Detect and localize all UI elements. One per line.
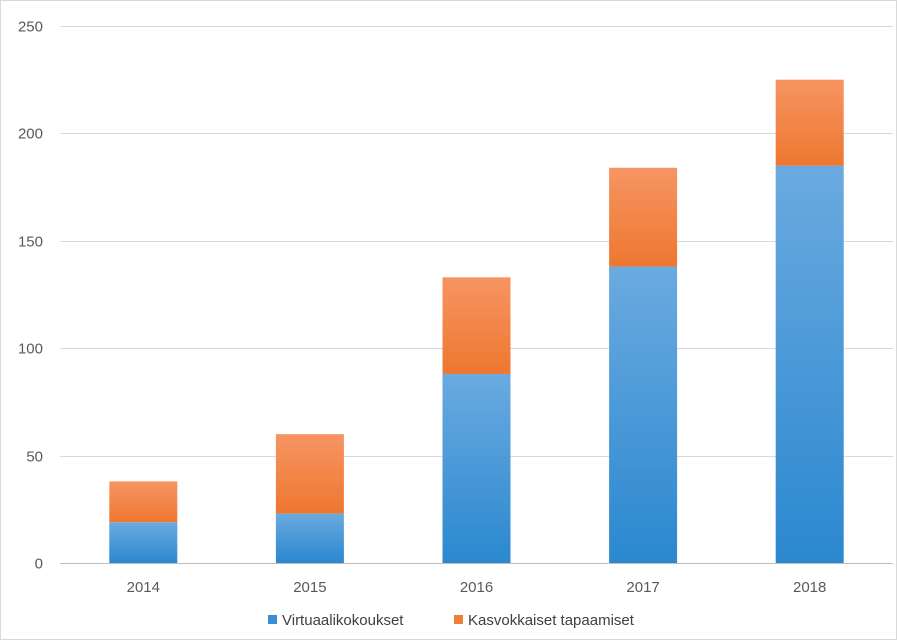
y-tick-label: 50 (26, 449, 43, 466)
x-tick-label: 2015 (293, 579, 326, 596)
bars (109, 79, 844, 563)
y-tick-label: 200 (18, 126, 43, 143)
bar-virtuaalikokoukset-2016 (442, 373, 511, 563)
x-axis: 2014 2015 2016 2017 2018 (127, 579, 827, 596)
legend-item-kasvokkaiset: Kasvokkaiset tapaamiset (454, 612, 635, 629)
bar-kasvokkaiset-2017 (609, 167, 678, 267)
y-tick-label: 0 (35, 556, 43, 573)
y-tick-label: 150 (18, 234, 43, 251)
x-tick-label: 2018 (793, 579, 826, 596)
legend-item-virtuaalikokoukset: Virtuaalikokoukset (268, 612, 404, 629)
x-tick-label: 2016 (460, 579, 493, 596)
bar-kasvokkaiset-2018 (775, 79, 844, 166)
legend: Virtuaalikokoukset Kasvokkaiset tapaamise… (268, 612, 635, 629)
y-tick-label: 100 (18, 341, 43, 358)
gridlines (60, 26, 893, 564)
bar-virtuaalikokoukset-2017 (609, 266, 678, 563)
x-tick-label: 2017 (626, 579, 659, 596)
bar-kasvokkaiset-2015 (275, 434, 344, 514)
bar-virtuaalikokoukset-2014 (109, 522, 178, 563)
legend-swatch (268, 615, 277, 624)
bar-kasvokkaiset-2016 (442, 277, 511, 374)
bar-virtuaalikokoukset-2015 (275, 513, 344, 563)
legend-swatch (454, 615, 463, 624)
bar-virtuaalikokoukset-2018 (775, 165, 844, 563)
legend-label: Kasvokkaiset tapaamiset (468, 612, 635, 629)
y-axis: 0 50 100 150 200 250 (18, 19, 43, 573)
y-tick-label: 250 (18, 19, 43, 36)
bar-kasvokkaiset-2014 (109, 481, 178, 523)
x-tick-label: 2014 (127, 579, 160, 596)
legend-label: Virtuaalikokoukset (282, 612, 404, 629)
